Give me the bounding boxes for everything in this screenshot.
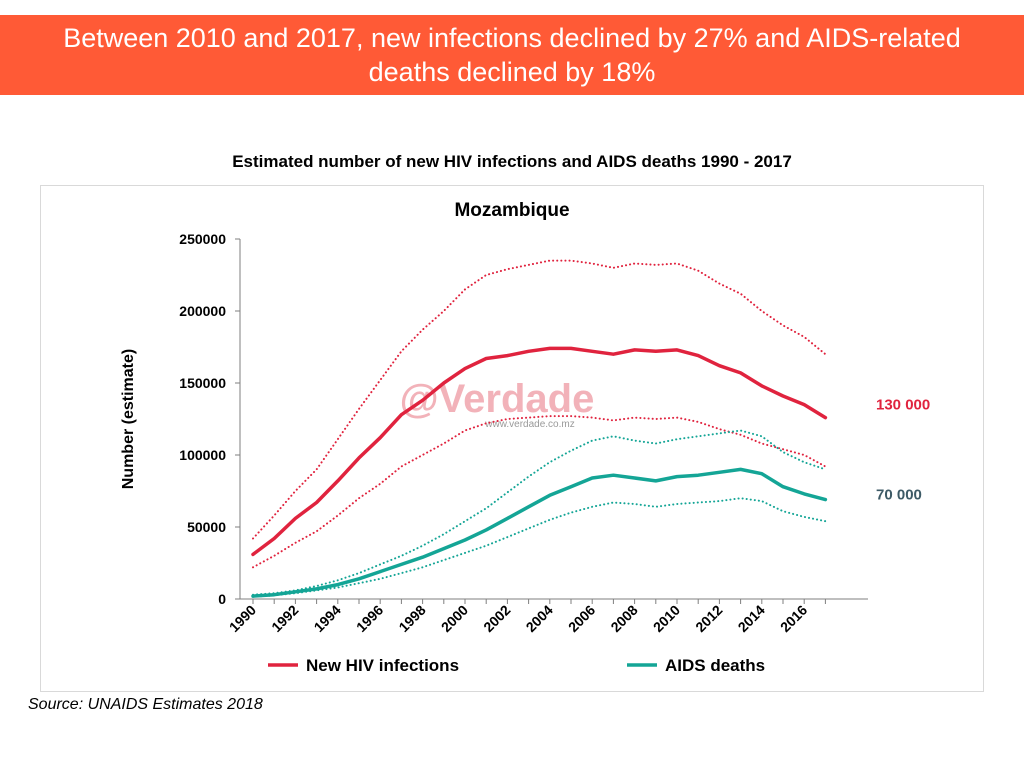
headline-banner: Between 2010 and 2017, new infections de…	[0, 15, 1024, 95]
x-tick-label: 1996	[353, 602, 386, 635]
y-tick-label: 150000	[179, 375, 226, 391]
y-tick-label: 50000	[187, 519, 226, 535]
x-tick-label: 1998	[395, 602, 428, 635]
x-tick-label: 2002	[480, 602, 513, 635]
legend-label: New HIV infections	[306, 656, 459, 675]
watermark-url: www.verdade.co.mz	[484, 419, 574, 430]
series-end-label: 70 000	[876, 487, 922, 504]
x-tick-label: 2016	[777, 602, 810, 635]
y-tick-label: 200000	[179, 303, 226, 319]
y-tick-label: 100000	[179, 447, 226, 463]
x-tick-label: 2010	[650, 602, 683, 635]
legend-label: AIDS deaths	[665, 656, 765, 675]
x-tick-label: 1992	[268, 602, 301, 635]
headline-text: Between 2010 and 2017, new infections de…	[22, 21, 1002, 89]
series-line-1	[252, 259, 827, 540]
y-axis-label: Number (estimate)	[120, 349, 137, 489]
series-line-0	[251, 346, 828, 557]
y-tick-label: 0	[218, 591, 226, 607]
source-note: Source: UNAIDS Estimates 2018	[28, 696, 263, 713]
x-tick-label: 2006	[565, 602, 598, 635]
x-tick-label: 2004	[523, 602, 556, 635]
headline-line-2: deaths declined by 18%	[368, 57, 656, 87]
x-tick-label: 1994	[311, 602, 344, 635]
series-line-2	[252, 415, 827, 569]
x-tick-label: 2014	[735, 602, 768, 635]
headline-line-1: Between 2010 and 2017, new infections de…	[63, 23, 961, 53]
series-end-label: 130 000	[876, 397, 930, 414]
x-tick-label: 1990	[226, 602, 259, 635]
chart-title: Mozambique	[454, 200, 569, 221]
y-tick-label: 250000	[179, 231, 226, 247]
watermark-logo: @Verdade	[400, 377, 595, 421]
chart-frame	[40, 185, 984, 692]
x-tick-label: 2008	[607, 602, 640, 635]
chart-heading: Estimated number of new HIV infections a…	[232, 152, 792, 171]
series-line-5	[252, 497, 827, 598]
series-line-4	[252, 429, 827, 596]
x-tick-label: 2000	[438, 602, 471, 635]
series-line-3	[251, 467, 828, 598]
x-tick-label: 2012	[692, 602, 725, 635]
